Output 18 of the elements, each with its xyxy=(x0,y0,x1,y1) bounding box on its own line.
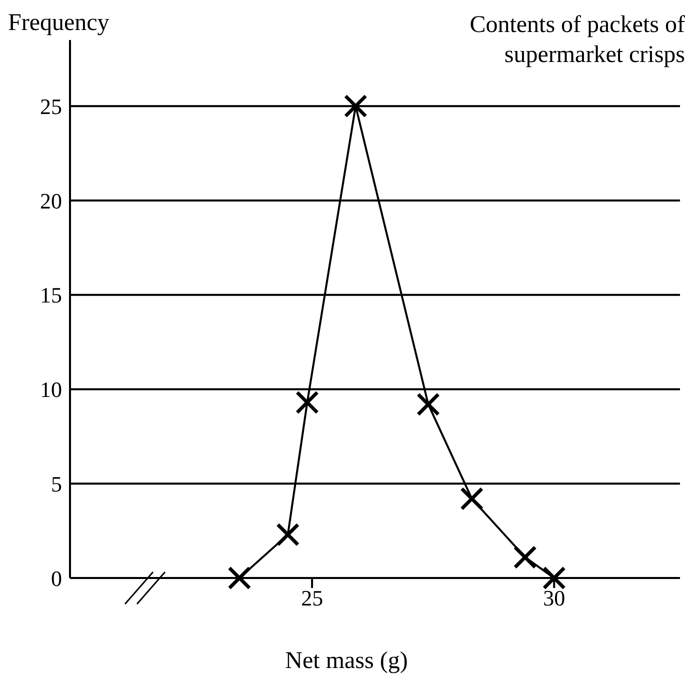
chart-title: Contents of packets of supermarket crisps xyxy=(468,11,685,70)
y-tick-label: 5 xyxy=(51,471,62,496)
x-tick-label: 30 xyxy=(543,586,566,611)
point xyxy=(460,486,484,510)
y-tick-label: 20 xyxy=(40,188,62,214)
point xyxy=(344,94,368,118)
y-axis-title: Frequency xyxy=(8,10,110,37)
y-tick-label: 25 xyxy=(40,94,62,119)
point xyxy=(228,566,252,590)
point xyxy=(542,566,566,590)
x-axis-title: Net mass (g) xyxy=(284,648,409,675)
y-tick-label: 0 xyxy=(51,566,62,591)
y-tick-label: 10 xyxy=(40,377,62,402)
point xyxy=(513,545,537,569)
point xyxy=(295,390,319,414)
y-tick-label: 15 xyxy=(40,282,62,308)
point xyxy=(416,392,440,416)
point xyxy=(276,522,300,546)
